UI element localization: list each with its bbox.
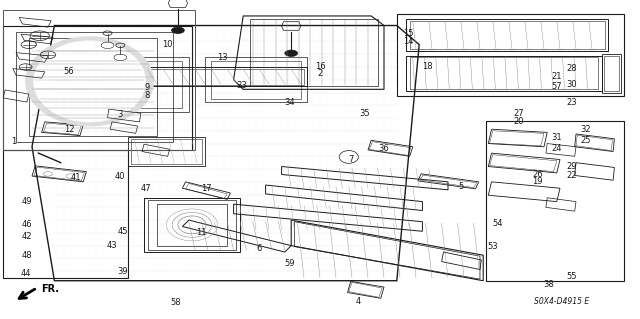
Text: 9: 9: [145, 83, 150, 92]
Text: 22: 22: [566, 171, 577, 180]
Text: 3: 3: [118, 110, 123, 119]
Text: 20: 20: [513, 117, 524, 126]
Text: 23: 23: [566, 98, 577, 107]
Text: 26: 26: [532, 170, 543, 179]
Text: 58: 58: [171, 298, 181, 307]
Text: 5: 5: [458, 182, 463, 191]
Text: 59: 59: [284, 259, 294, 268]
Text: 46: 46: [22, 220, 32, 229]
Text: 21: 21: [552, 72, 562, 81]
Text: 19: 19: [532, 177, 543, 186]
Text: 13: 13: [218, 53, 228, 62]
Text: 39: 39: [118, 267, 128, 276]
Text: 31: 31: [552, 133, 562, 142]
Text: 57: 57: [552, 82, 562, 91]
Text: 41: 41: [70, 173, 81, 182]
Text: 16: 16: [315, 62, 325, 70]
Ellipse shape: [26, 37, 154, 126]
Text: 44: 44: [20, 269, 31, 278]
Text: 48: 48: [22, 251, 32, 260]
Text: 38: 38: [544, 280, 554, 289]
Text: 10: 10: [163, 40, 173, 49]
Text: 54: 54: [493, 219, 503, 228]
Text: 2: 2: [317, 69, 323, 78]
Text: FR.: FR.: [42, 284, 60, 294]
Text: 40: 40: [115, 172, 125, 181]
Text: 4: 4: [356, 297, 361, 306]
Text: 55: 55: [566, 272, 577, 281]
Text: 25: 25: [580, 136, 591, 145]
Text: 45: 45: [118, 227, 128, 236]
Text: 35: 35: [360, 109, 370, 118]
Text: 1: 1: [12, 137, 17, 146]
Text: 30: 30: [566, 80, 577, 89]
Text: 8: 8: [145, 91, 150, 100]
Text: 17: 17: [201, 184, 211, 193]
Text: 24: 24: [552, 144, 562, 153]
Text: 6: 6: [257, 244, 262, 253]
Text: 7: 7: [348, 155, 353, 164]
Text: 53: 53: [488, 242, 498, 251]
Text: 56: 56: [64, 67, 74, 76]
Text: 47: 47: [141, 184, 151, 193]
Text: S0X4-D4915 E: S0X4-D4915 E: [534, 297, 589, 306]
Text: 28: 28: [566, 64, 577, 73]
Text: 15: 15: [403, 29, 413, 38]
Ellipse shape: [34, 41, 146, 122]
Text: 43: 43: [107, 241, 117, 250]
Text: 29: 29: [566, 162, 577, 171]
Text: 42: 42: [22, 232, 32, 241]
Text: 36: 36: [379, 144, 389, 153]
Circle shape: [285, 50, 298, 56]
Text: 49: 49: [22, 197, 32, 206]
Circle shape: [172, 27, 184, 33]
Text: 18: 18: [422, 62, 433, 70]
Text: 32: 32: [580, 125, 591, 134]
Text: 14: 14: [403, 37, 413, 46]
Text: 11: 11: [196, 228, 207, 237]
Text: 12: 12: [64, 125, 74, 134]
Text: 27: 27: [513, 109, 524, 118]
Text: 34: 34: [284, 98, 294, 107]
Text: 33: 33: [237, 81, 247, 90]
